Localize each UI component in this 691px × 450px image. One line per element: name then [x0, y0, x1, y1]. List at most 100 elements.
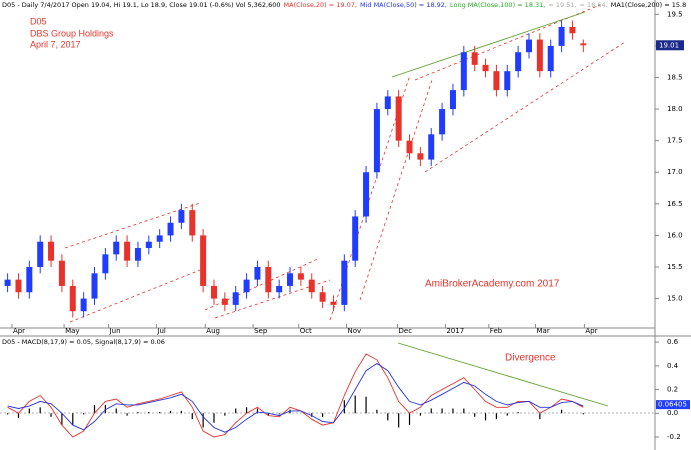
candle-body — [406, 140, 413, 154]
candle-body — [124, 241, 131, 261]
candle-body — [91, 273, 98, 299]
candle-body — [15, 279, 22, 293]
header-segment: Long MA(Close,100) = 18.31, — [450, 1, 545, 9]
y-tick-label: -0.2 — [667, 433, 681, 441]
y-tick-label: 18.0 — [667, 105, 683, 113]
y-tick-label: 0.6 — [667, 338, 679, 346]
header-segment: MA1(Close,200) = 15.8 — [611, 1, 687, 9]
candle-body — [373, 109, 380, 173]
candle-body — [178, 210, 185, 223]
candle-body — [558, 26, 565, 46]
candle-body — [80, 298, 87, 312]
candle-body — [471, 52, 478, 65]
x-tick-label: Jul — [156, 327, 166, 335]
candle-body — [439, 109, 446, 135]
x-tick-label: Feb — [490, 327, 503, 335]
candle-body — [525, 39, 532, 53]
header-segment: MA(Close,20) = 19.07, — [284, 1, 357, 9]
x-tick-label: Mar — [537, 327, 550, 335]
candle-body — [210, 285, 217, 299]
y-tick-label: 0.4 — [667, 362, 679, 370]
header: D05 - Daily 7/4/2017 Open 19.04, Hi 19.1… — [2, 1, 686, 9]
candle-body — [232, 292, 239, 305]
x-tick-label: Oct — [300, 327, 312, 335]
candle-body — [276, 285, 283, 293]
candle-body — [460, 52, 467, 91]
macd-line — [7, 353, 584, 438]
x-tick-label: May — [65, 327, 79, 335]
y-tick-label: 16.0 — [667, 231, 683, 239]
x-tick-label: 2017 — [446, 327, 464, 335]
candle-body — [580, 43, 587, 46]
candle-body — [26, 266, 33, 293]
y-tick-label: 18.5 — [667, 73, 683, 81]
candle-body — [297, 273, 304, 280]
x-tick-label: Jun — [109, 327, 121, 335]
header-segment: = 19.51, — [548, 1, 576, 9]
candle-body — [37, 241, 44, 267]
signal-tag — [656, 400, 690, 410]
candle-body — [449, 90, 456, 110]
candle-body — [221, 298, 228, 305]
candle-body — [48, 241, 55, 261]
x-tick-label: Dec — [399, 327, 413, 335]
header-segment: Mid MA(Close,50) = 18.92, — [360, 1, 447, 9]
macd-line — [7, 362, 584, 433]
candle-body — [417, 153, 424, 160]
annotation: D05 — [30, 16, 47, 26]
candle-body — [319, 292, 326, 302]
resistance-line — [391, 11, 586, 78]
candle-body — [363, 172, 370, 217]
price-tag-label: 19.01 — [659, 41, 679, 49]
candle-body — [58, 260, 65, 286]
y-tick-label: 19.5 — [667, 10, 683, 18]
candle-body — [145, 241, 152, 249]
candle-body — [384, 96, 391, 110]
candle-body — [134, 248, 141, 261]
annotation: Divergence — [505, 353, 556, 364]
candle-body — [515, 52, 522, 72]
y-tick-label: 16.5 — [667, 200, 683, 208]
y-tick-label: 15.5 — [667, 263, 683, 271]
y-tick-label: 0.2 — [667, 386, 678, 394]
candle-body — [482, 64, 489, 72]
candle-body — [352, 216, 359, 261]
candle-body — [4, 279, 11, 286]
macd-title: D05 - MACD(8,17,9) = 0.05, Signal(8,17,9… — [2, 338, 165, 346]
price-tag — [656, 40, 684, 51]
divergence-line — [397, 342, 609, 407]
candle-body — [200, 235, 207, 286]
x-tick-label: Apr — [585, 327, 597, 335]
candle-body — [102, 254, 109, 274]
candle-body — [189, 210, 196, 236]
candle-body — [254, 266, 261, 280]
candle-body — [395, 96, 402, 141]
y-tick-label: 17.5 — [667, 137, 683, 145]
candle-body — [493, 71, 500, 91]
candle-body — [243, 279, 250, 293]
candle-body — [547, 45, 554, 72]
candle-body — [167, 222, 174, 236]
annotation: April 7, 2017 — [30, 39, 81, 49]
watermark: AmiBrokerAcademy.com 2017 — [425, 279, 560, 290]
signal-tag-label: 0.06405 — [658, 401, 687, 409]
candle-body — [504, 71, 511, 91]
candle-body — [287, 273, 294, 286]
y-tick-label: 15.0 — [667, 295, 683, 303]
candle-body — [69, 285, 76, 312]
candle-body — [569, 26, 576, 34]
x-tick-label: Apr — [13, 327, 25, 335]
candle-body — [265, 266, 272, 293]
candle-body — [341, 260, 348, 305]
candle-body — [428, 134, 435, 160]
header-segment: D05 - Daily 7/4/2017 Open 19.04, Hi 19.1… — [2, 1, 281, 9]
x-tick-label: Aug — [206, 327, 220, 335]
header-text: D05 - Daily 7/4/2017 Open 19.04, Hi 19.1… — [2, 1, 686, 9]
candle-body — [536, 39, 543, 72]
x-tick-label: Sep — [254, 327, 268, 335]
candle-body — [113, 241, 120, 255]
candle-body — [156, 235, 163, 242]
annotation: DBS Group Holdings — [30, 28, 114, 38]
